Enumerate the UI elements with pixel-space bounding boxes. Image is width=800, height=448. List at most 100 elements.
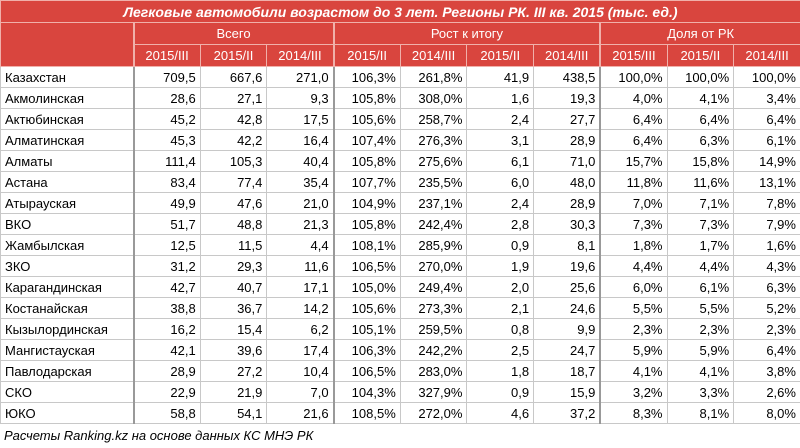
cell-value: 48,8 <box>199 213 268 235</box>
cell-value: 6,4% <box>733 108 800 130</box>
table-body: Легковые автомобили возрастом до 3 лет. … <box>0 0 800 424</box>
cell-value: 14,2 <box>266 297 335 319</box>
cell-value: 17,4 <box>266 339 335 361</box>
region-name: Павлодарская <box>0 360 134 382</box>
cell-value: 24,6 <box>533 297 601 319</box>
cell-value: 7,9% <box>733 213 800 235</box>
cell-value: 108,5% <box>332 402 401 424</box>
cell-value: 8,3% <box>599 402 668 424</box>
cell-value: 2,1 <box>466 297 535 319</box>
title-row: Легковые автомобили возрастом до 3 лет. … <box>0 0 800 23</box>
cell-value: 42,8 <box>199 108 268 130</box>
cell-value: 4,4% <box>666 255 735 277</box>
cell-value: 261,8% <box>399 66 468 88</box>
cell-value: 42,2 <box>199 129 268 151</box>
column-header: 2015/II <box>332 44 401 67</box>
cell-value: 19,6 <box>533 255 601 277</box>
cell-value: 6,1% <box>666 276 735 298</box>
cell-value: 4,1% <box>666 360 735 382</box>
cell-value: 35,4 <box>266 171 335 193</box>
cell-value: 16,4 <box>266 129 335 151</box>
cell-value: 105,3 <box>199 150 268 172</box>
cell-value: 24,7 <box>533 339 601 361</box>
cell-value: 0,9 <box>466 381 535 403</box>
cell-value: 42,1 <box>132 339 201 361</box>
cell-value: 6,0 <box>466 171 535 193</box>
cell-value: 6,3% <box>666 129 735 151</box>
cell-value: 4,3% <box>733 255 800 277</box>
data-row: Кызылординская 16,2 15,4 6,2 105,1% 259,5% 0,8… <box>0 318 800 340</box>
group-row: Всего Рост к итогу Доля от РК <box>0 22 800 67</box>
cell-value: 27,1 <box>199 87 268 109</box>
column-header: 2014/III <box>266 44 335 67</box>
cell-value: 4,6 <box>466 402 535 424</box>
cell-value: 7,1% <box>666 192 735 214</box>
cell-value: 667,6 <box>199 66 268 88</box>
data-row: Астана 83,4 77,4 35,4 107,7% 235,5% 6,0 48,0 11,… <box>0 171 800 193</box>
cell-value: 11,6% <box>666 171 735 193</box>
cell-value: 22,9 <box>132 381 201 403</box>
data-row: Алматинская 45,3 42,2 16,4 107,4% 276,3% 3,1 28… <box>0 129 800 151</box>
cell-value: 15,4 <box>199 318 268 340</box>
cell-value: 28,9 <box>132 360 201 382</box>
cell-value: 10,4 <box>266 360 335 382</box>
data-row: СКО 22,9 21,9 7,0 104,3% 327,9% 0,9 15,9 3,2% 3,3… <box>0 381 800 403</box>
region-name: Атырауская <box>0 192 134 214</box>
cell-value: 3,3% <box>666 381 735 403</box>
cell-value: 48,0 <box>533 171 601 193</box>
cell-value: 2,0 <box>466 276 535 298</box>
cell-value: 1,6% <box>733 234 800 256</box>
cell-value: 105,1% <box>332 318 401 340</box>
cell-value: 0,8 <box>466 318 535 340</box>
cell-value: 1,6 <box>466 87 535 109</box>
cell-value: 15,8% <box>666 150 735 172</box>
cell-value: 19,3 <box>533 87 601 109</box>
cell-value: 2,3% <box>666 318 735 340</box>
cell-value: 327,9% <box>399 381 468 403</box>
data-row: Казахстан 709,5 667,6 271,0 106,3% 261,8% 41,9… <box>0 66 800 88</box>
cell-value: 0,9 <box>466 234 535 256</box>
cell-value: 12,5 <box>132 234 201 256</box>
cell-value: 104,3% <box>332 381 401 403</box>
cell-value: 438,5 <box>533 66 601 88</box>
cell-value: 1,8% <box>599 234 668 256</box>
data-row: Акмолинская 28,6 27,1 9,3 105,8% 308,0% 1,6 19,… <box>0 87 800 109</box>
cell-value: 111,4 <box>132 150 201 172</box>
cell-value: 17,5 <box>266 108 335 130</box>
cell-value: 2,3% <box>599 318 668 340</box>
group-header: Рост к итогу <box>332 22 601 45</box>
cell-value: 4,0% <box>599 87 668 109</box>
cell-value: 275,6% <box>399 150 468 172</box>
region-name: Казахстан <box>0 66 134 88</box>
data-row: Мангистауская 42,1 39,6 17,4 106,3% 242,2% 2,5… <box>0 339 800 361</box>
cell-value: 54,1 <box>199 402 268 424</box>
cell-value: 4,1% <box>599 360 668 382</box>
cell-value: 6,4% <box>599 108 668 130</box>
cell-value: 106,5% <box>332 360 401 382</box>
cell-value: 58,8 <box>132 402 201 424</box>
cell-value: 41,9 <box>466 66 535 88</box>
data-row: ЮКО 58,8 54,1 21,6 108,5% 272,0% 4,6 37,2 8,3% 8,… <box>0 402 800 424</box>
region-name: Алматинская <box>0 129 134 151</box>
cell-value: 100,0% <box>733 66 800 88</box>
cell-value: 6,4% <box>666 108 735 130</box>
cell-value: 4,4 <box>266 234 335 256</box>
cell-value: 51,7 <box>132 213 201 235</box>
cell-value: 276,3% <box>399 129 468 151</box>
cell-value: 17,1 <box>266 276 335 298</box>
cell-value: 8,0% <box>733 402 800 424</box>
cell-value: 242,2% <box>399 339 468 361</box>
cell-value: 3,1 <box>466 129 535 151</box>
cell-value: 5,2% <box>733 297 800 319</box>
data-table: Легковые автомобили возрастом до 3 лет. … <box>0 0 800 424</box>
cell-value: 30,3 <box>533 213 601 235</box>
cell-value: 272,0% <box>399 402 468 424</box>
data-row: Актюбинская 45,2 42,8 17,5 105,6% 258,7% 2,4 27… <box>0 108 800 130</box>
cell-value: 3,4% <box>733 87 800 109</box>
cell-value: 2,5 <box>466 339 535 361</box>
footer-note: Расчеты Ranking.kz на основе данных КС М… <box>4 428 314 443</box>
cell-value: 28,6 <box>132 87 201 109</box>
cell-value: 100,0% <box>599 66 668 88</box>
cell-value: 27,7 <box>533 108 601 130</box>
